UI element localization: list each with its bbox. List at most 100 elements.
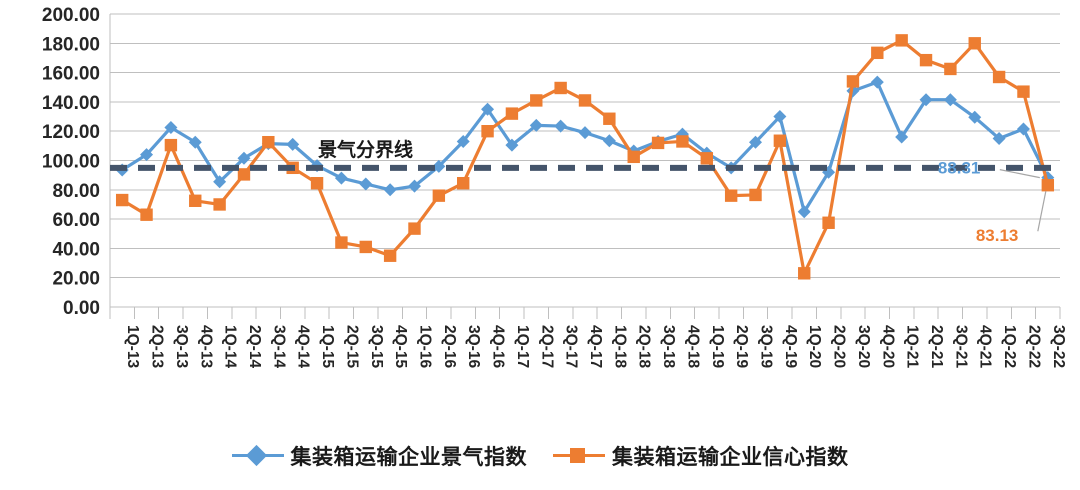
y-axis-tick-label: 100.00: [42, 152, 100, 173]
data-point-marker: [457, 177, 470, 190]
data-point-marker: [603, 112, 616, 125]
data-point-marker: [334, 171, 348, 185]
x-axis-tick-label: 1Q-14: [222, 325, 239, 368]
x-axis-tick-label: 4Q-18: [684, 325, 701, 368]
legend-item-confidence-index[interactable]: 集装箱运输企业信心指数: [553, 441, 849, 471]
data-point-marker: [944, 62, 957, 76]
data-point-marker: [189, 194, 202, 207]
x-axis-tick-label: 3Q-14: [270, 325, 287, 368]
data-point-marker: [627, 150, 640, 164]
data-point-marker: [359, 240, 372, 254]
legend-item-prosperity-index[interactable]: 集装箱运输企业景气指数: [231, 441, 528, 471]
data-point-marker: [213, 198, 226, 211]
x-axis-tick-label: 2Q-16: [441, 325, 458, 368]
data-point-marker: [432, 159, 446, 173]
x-axis-tick-label: 1Q-15: [319, 325, 336, 368]
x-axis-ticks: [109, 307, 1061, 319]
data-point-marker: [262, 135, 275, 149]
x-axis-labels: 1Q-13 2Q-13 3Q-13 4Q-13 1Q-14 2Q-14 3Q-14 4Q-14…: [124, 325, 1067, 368]
data-point-marker: [359, 177, 373, 191]
x-axis-tick-label: 1Q-21: [904, 325, 921, 368]
data-point-marker: [286, 137, 300, 151]
data-point-marker: [968, 110, 982, 124]
x-axis-tick-label: 1Q-20: [806, 325, 823, 368]
x-axis-tick-label: 3Q-20: [855, 325, 872, 368]
data-point-marker: [481, 125, 494, 138]
x-axis-tick-label: 3Q-15: [368, 325, 385, 368]
data-point-marker: [749, 188, 762, 202]
y-axis-tick-label: 140.00: [42, 93, 100, 114]
data-point-marker: [773, 110, 787, 124]
y-axis-tick-label: 200.00: [42, 5, 100, 26]
data-point-marker: [578, 126, 592, 140]
x-axis-tick-label: 3Q-16: [465, 325, 482, 368]
x-axis-tick-label: 1Q-19: [709, 325, 726, 368]
data-point-marker: [846, 75, 860, 88]
data-point-marker: [408, 222, 421, 235]
x-axis-tick-label: 4Q-14: [295, 325, 312, 368]
x-axis-tick-label: 4Q-16: [490, 325, 507, 368]
x-axis-tick-label: 4Q-17: [587, 325, 604, 368]
data-point-marker: [943, 93, 957, 107]
data-point-marker: [1017, 85, 1030, 98]
x-axis-tick-label: 3Q-19: [758, 325, 775, 368]
data-point-marker: [505, 138, 519, 152]
x-axis-tick-label: 4Q-15: [392, 325, 409, 368]
chart-legend: 集装箱运输企业景气指数 集装箱运输企业信心指数: [0, 432, 1080, 480]
data-point-marker: [554, 81, 567, 95]
series-2: [115, 34, 1055, 280]
data-point-marker: [140, 148, 154, 162]
y-axis-tick-label: 20.00: [52, 269, 100, 290]
data-point-marker: [554, 119, 568, 133]
leader-line: [999, 169, 1040, 179]
data-point-marker: [724, 189, 738, 202]
data-point-marker: [529, 118, 543, 132]
data-point-marker: [383, 183, 397, 197]
data-point-marker: [335, 236, 348, 249]
leader-line: [1037, 191, 1047, 232]
y-axis-tick-label: 0.00: [63, 298, 100, 319]
y-axis-tick-label: 180.00: [42, 34, 100, 55]
data-label-prosperity: 88.31: [938, 159, 981, 178]
data-point-marker: [676, 135, 689, 148]
x-axis-tick-label: 3Q-13: [173, 325, 190, 368]
data-point-marker: [481, 102, 495, 116]
data-point-marker: [822, 216, 835, 229]
x-axis-tick-label: 2Q-20: [831, 325, 848, 368]
x-axis-tick-label: 4Q-19: [782, 325, 799, 368]
x-axis-tick-label: 3Q-17: [563, 325, 580, 368]
x-axis-tick-label: 1Q-13: [124, 325, 141, 368]
data-point-marker: [700, 152, 713, 165]
x-axis-tick-label: 2Q-19: [733, 325, 750, 368]
legend-marker-square-icon: [553, 445, 605, 467]
y-gridlines: 0.00 20.00 40.00 60.00 80.00 100.00 120.00 140.…: [42, 5, 1060, 319]
data-point-marker: [115, 193, 129, 207]
data-point-marker: [919, 53, 933, 67]
data-point-marker: [992, 132, 1006, 146]
data-point-marker: [797, 205, 811, 219]
data-point-marker: [432, 189, 446, 202]
x-axis-tick-label: 1Q-16: [416, 325, 433, 368]
y-axis-tick-label: 160.00: [42, 64, 100, 85]
y-axis-tick-label: 60.00: [52, 210, 100, 231]
data-point-marker: [1016, 122, 1030, 136]
x-axis-tick-label: 2Q-13: [149, 325, 166, 368]
legend-label: 集装箱运输企业景气指数: [290, 446, 527, 469]
data-point-marker: [578, 94, 592, 107]
x-axis-tick-label: 2Q-21: [928, 325, 945, 368]
data-point-marker: [749, 135, 763, 149]
x-axis-tick-label: 2Q-22: [1025, 325, 1042, 368]
x-axis-tick-label: 3Q-21: [952, 325, 969, 368]
legend-label: 集装箱运输企业信心指数: [612, 446, 849, 469]
y-axis-tick-label: 80.00: [52, 181, 100, 202]
data-point-marker: [310, 177, 324, 190]
data-point-marker: [456, 134, 470, 148]
x-axis-tick-label: 1Q-17: [514, 325, 531, 368]
x-axis-tick-label: 2Q-17: [538, 325, 555, 368]
data-point-marker: [895, 34, 908, 47]
data-point-marker: [919, 93, 933, 107]
data-point-marker: [188, 135, 202, 149]
x-axis-tick-label: 1Q-18: [611, 325, 628, 368]
threshold-label: 景气分界线: [318, 138, 413, 161]
